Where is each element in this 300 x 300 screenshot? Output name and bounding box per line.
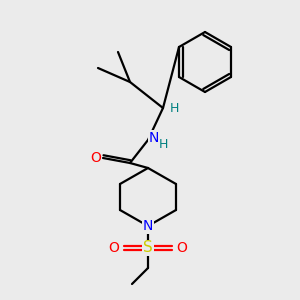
- Text: N: N: [143, 219, 153, 233]
- Text: O: O: [177, 241, 188, 255]
- Text: H: H: [158, 139, 168, 152]
- Text: S: S: [143, 241, 153, 256]
- Text: O: O: [109, 241, 119, 255]
- Text: O: O: [91, 151, 101, 165]
- Text: N: N: [149, 131, 159, 145]
- Text: H: H: [169, 103, 179, 116]
